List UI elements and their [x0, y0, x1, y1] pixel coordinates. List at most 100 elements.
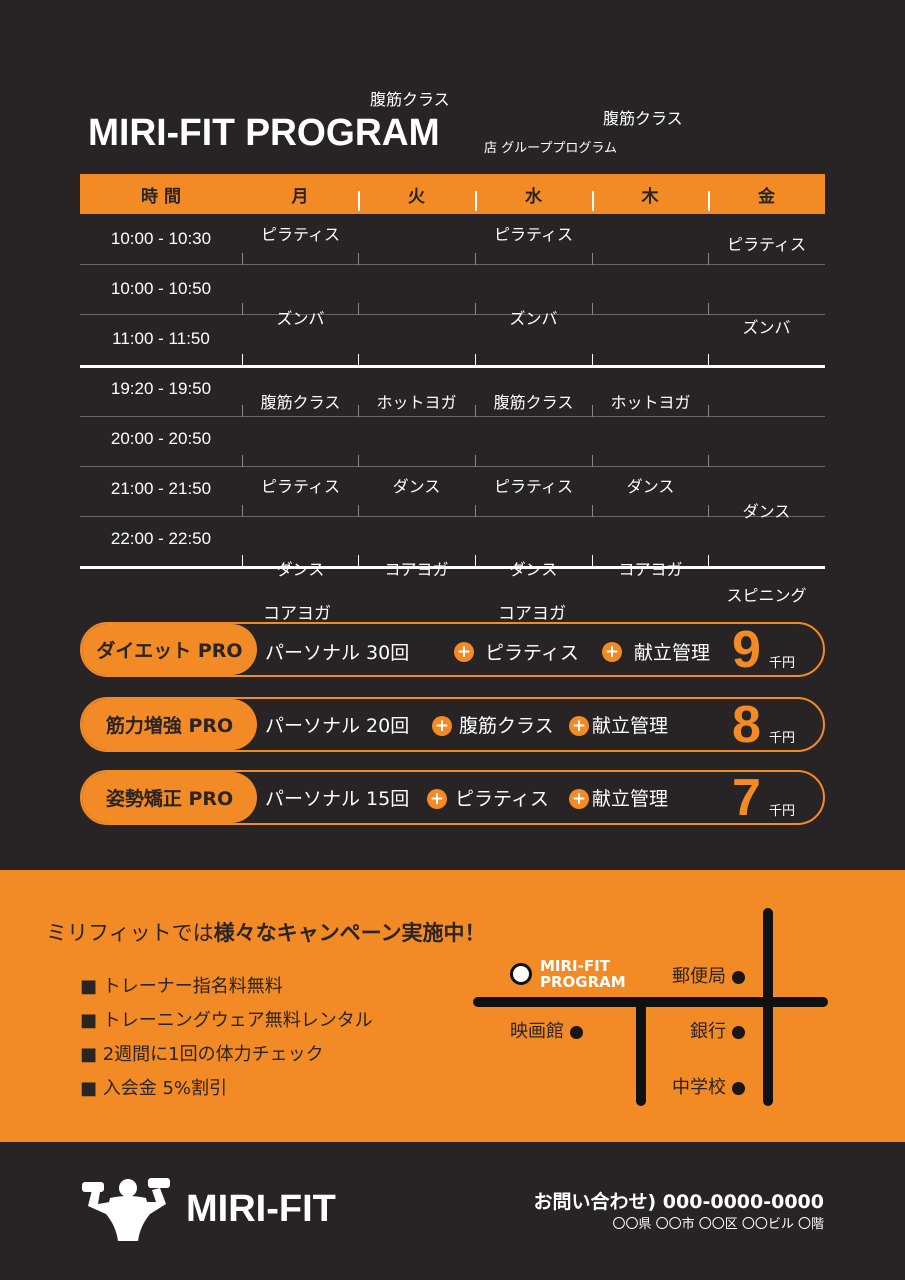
class-fri: ダンス [742, 502, 791, 521]
stray-label: 腹筋クラス [603, 109, 683, 128]
time-slot: 20:00 - 20:50 [110, 429, 212, 448]
col-label: 金 [758, 186, 775, 207]
contact-phone: お問い合わせ) 000-0000-0000 [533, 1191, 825, 1213]
plan-price: 7 [732, 770, 761, 825]
row-divider [80, 466, 825, 467]
class-wed: ピラティス [493, 477, 574, 496]
class-thu: ダンス [626, 477, 675, 496]
column-tick [708, 354, 709, 366]
column-tick [592, 505, 593, 517]
plan-item: ピラティス [455, 788, 549, 810]
plus-icon: + [427, 789, 447, 809]
plus-icon: + [602, 642, 622, 662]
class-mon: ズンバ [276, 309, 325, 328]
col-thu: 木 [592, 182, 708, 211]
column-tick [708, 405, 709, 417]
col-tue: 火 [358, 182, 475, 211]
campaign-heading: ミリフィットでは様々なキャンペーン実施中！ [46, 917, 486, 947]
column-tick [592, 253, 593, 265]
poi-label: 郵便局 [672, 966, 726, 987]
column-tick [358, 354, 359, 366]
poi-bank: 銀行 [690, 1017, 745, 1043]
plan-item: 献立管理 [592, 715, 669, 737]
column-tick [708, 253, 709, 265]
address: 〇〇県 〇〇市 〇〇区 〇〇ビル 〇階 [612, 1217, 824, 1232]
location-marker-icon [510, 963, 532, 985]
plan-name: ダイエット PRO [82, 624, 257, 675]
campaign-item: ■ トレーニングウェア無料レンタル [80, 1010, 373, 1031]
time-slot: 21:00 - 21:50 [110, 479, 212, 498]
plus-icon: + [454, 642, 474, 662]
column-tick [708, 555, 709, 567]
column-separator [708, 190, 710, 211]
poi-label: 銀行 [690, 1021, 726, 1042]
class-fri: スピニング [726, 586, 807, 605]
column-tick [242, 405, 243, 417]
plan-diet: ダイエット PRO パーソナル 30回 + ピラティス + 献立管理 9 千円 [80, 622, 825, 677]
map-here-line: MIRI-FIT [540, 957, 610, 975]
column-tick [592, 555, 593, 567]
class-mon: 腹筋クラス [260, 393, 341, 412]
plan-price: 9 [732, 622, 761, 677]
column-tick [475, 555, 476, 567]
column-tick [592, 455, 593, 467]
class-mon: ダンス [276, 560, 325, 579]
time-slot: 10:00 - 10:50 [110, 279, 212, 298]
column-tick [358, 555, 359, 567]
poi-post-office: 郵便局 [672, 962, 745, 988]
plan-strength: 筋力増強 PRO パーソナル 20回 + 腹筋クラス + 献立管理 8 千円 [80, 697, 825, 752]
plan-unit: 千円 [769, 804, 796, 819]
campaign-item: ■ 2週間に1回の体力チェック [80, 1044, 324, 1065]
class-tue: ダンス [392, 477, 441, 496]
column-tick [592, 303, 593, 315]
plan-overlay: コアヨガ [498, 604, 566, 624]
campaign-lead: ミリフィットでは [46, 921, 214, 945]
column-tick [358, 405, 359, 417]
row-divider [80, 566, 825, 569]
column-tick [592, 354, 593, 366]
plan-item: パーソナル 30回 [265, 642, 410, 664]
column-tick [358, 455, 359, 467]
dot-icon [732, 970, 745, 984]
row-divider [80, 314, 825, 315]
col-label: 木 [641, 186, 659, 207]
plan-unit: 千円 [769, 656, 796, 671]
row-divider [80, 416, 825, 417]
row-divider [80, 264, 825, 265]
column-tick [592, 405, 593, 417]
plan-item: 献立管理 [634, 642, 711, 664]
column-tick [708, 455, 709, 467]
plan-item: 腹筋クラス [459, 715, 554, 737]
class-fri: ピラティス [726, 235, 807, 254]
class-thu: ホットヨガ [610, 393, 691, 412]
column-tick [242, 303, 243, 315]
campaign-item: ■ 入会金 5%割引 [80, 1078, 228, 1099]
poi-label: 中学校 [672, 1077, 726, 1098]
plan-item: ピラティス [485, 642, 579, 664]
column-tick [475, 405, 476, 417]
time-slot: 19:20 - 19:50 [110, 379, 212, 398]
column-tick [242, 354, 243, 366]
class-mon: ピラティス [260, 477, 341, 496]
column-separator [592, 190, 594, 211]
column-tick [475, 455, 476, 467]
column-tick [475, 253, 476, 265]
plan-price: 8 [732, 697, 761, 752]
column-tick [242, 455, 243, 467]
plan-item: パーソナル 15回 [265, 788, 410, 810]
column-tick [475, 354, 476, 366]
column-separator [475, 190, 477, 211]
map-here-label: MIRI-FIT PROGRAM [540, 958, 626, 990]
footer-logo: MIRI-FIT [186, 1188, 336, 1230]
column-tick [242, 555, 243, 567]
plus-icon: + [569, 716, 589, 736]
column-separator [358, 190, 360, 211]
schedule-header: 時 間 月 火 水 木 金 [80, 174, 825, 214]
poi-school: 中学校 [672, 1073, 745, 1099]
column-tick [475, 303, 476, 315]
time-slot: 22:00 - 22:50 [110, 529, 212, 548]
page-title: MIRI-FIT PROGRAM [88, 112, 440, 154]
campaign-section: ミリフィットでは様々なキャンペーン実施中！ ■ トレーナー指名料無料 ■ トレー… [0, 870, 905, 1142]
column-tick [242, 253, 243, 265]
column-tick [358, 505, 359, 517]
